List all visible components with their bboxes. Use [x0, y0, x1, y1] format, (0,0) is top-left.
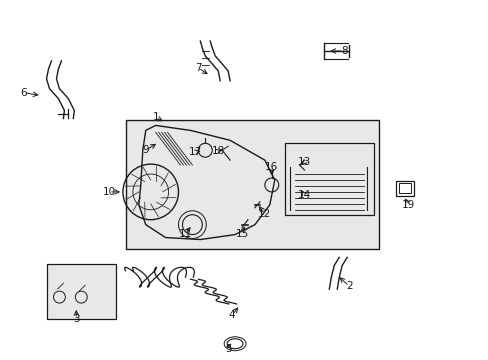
- FancyBboxPatch shape: [126, 121, 378, 249]
- Bar: [395, 181, 413, 196]
- Text: 14: 14: [297, 190, 310, 200]
- Text: 6: 6: [20, 88, 27, 98]
- Text: 16: 16: [264, 162, 278, 172]
- Text: 4: 4: [228, 310, 235, 320]
- Text: 2: 2: [345, 281, 352, 291]
- Text: 13: 13: [297, 157, 310, 167]
- Text: 11: 11: [179, 229, 192, 239]
- Text: 5: 5: [224, 344, 231, 354]
- Text: 10: 10: [102, 187, 115, 197]
- FancyBboxPatch shape: [46, 264, 116, 319]
- Text: 7: 7: [195, 63, 201, 73]
- Bar: [398, 183, 410, 193]
- Text: 12: 12: [258, 209, 271, 219]
- Text: 9: 9: [142, 145, 149, 155]
- Text: 8: 8: [340, 46, 347, 56]
- Text: 18: 18: [211, 146, 224, 156]
- Text: 19: 19: [401, 200, 414, 210]
- Text: 1: 1: [152, 112, 159, 122]
- Text: 17: 17: [188, 147, 202, 157]
- FancyBboxPatch shape: [284, 143, 373, 215]
- Text: 3: 3: [73, 314, 80, 324]
- Text: 15: 15: [235, 229, 248, 239]
